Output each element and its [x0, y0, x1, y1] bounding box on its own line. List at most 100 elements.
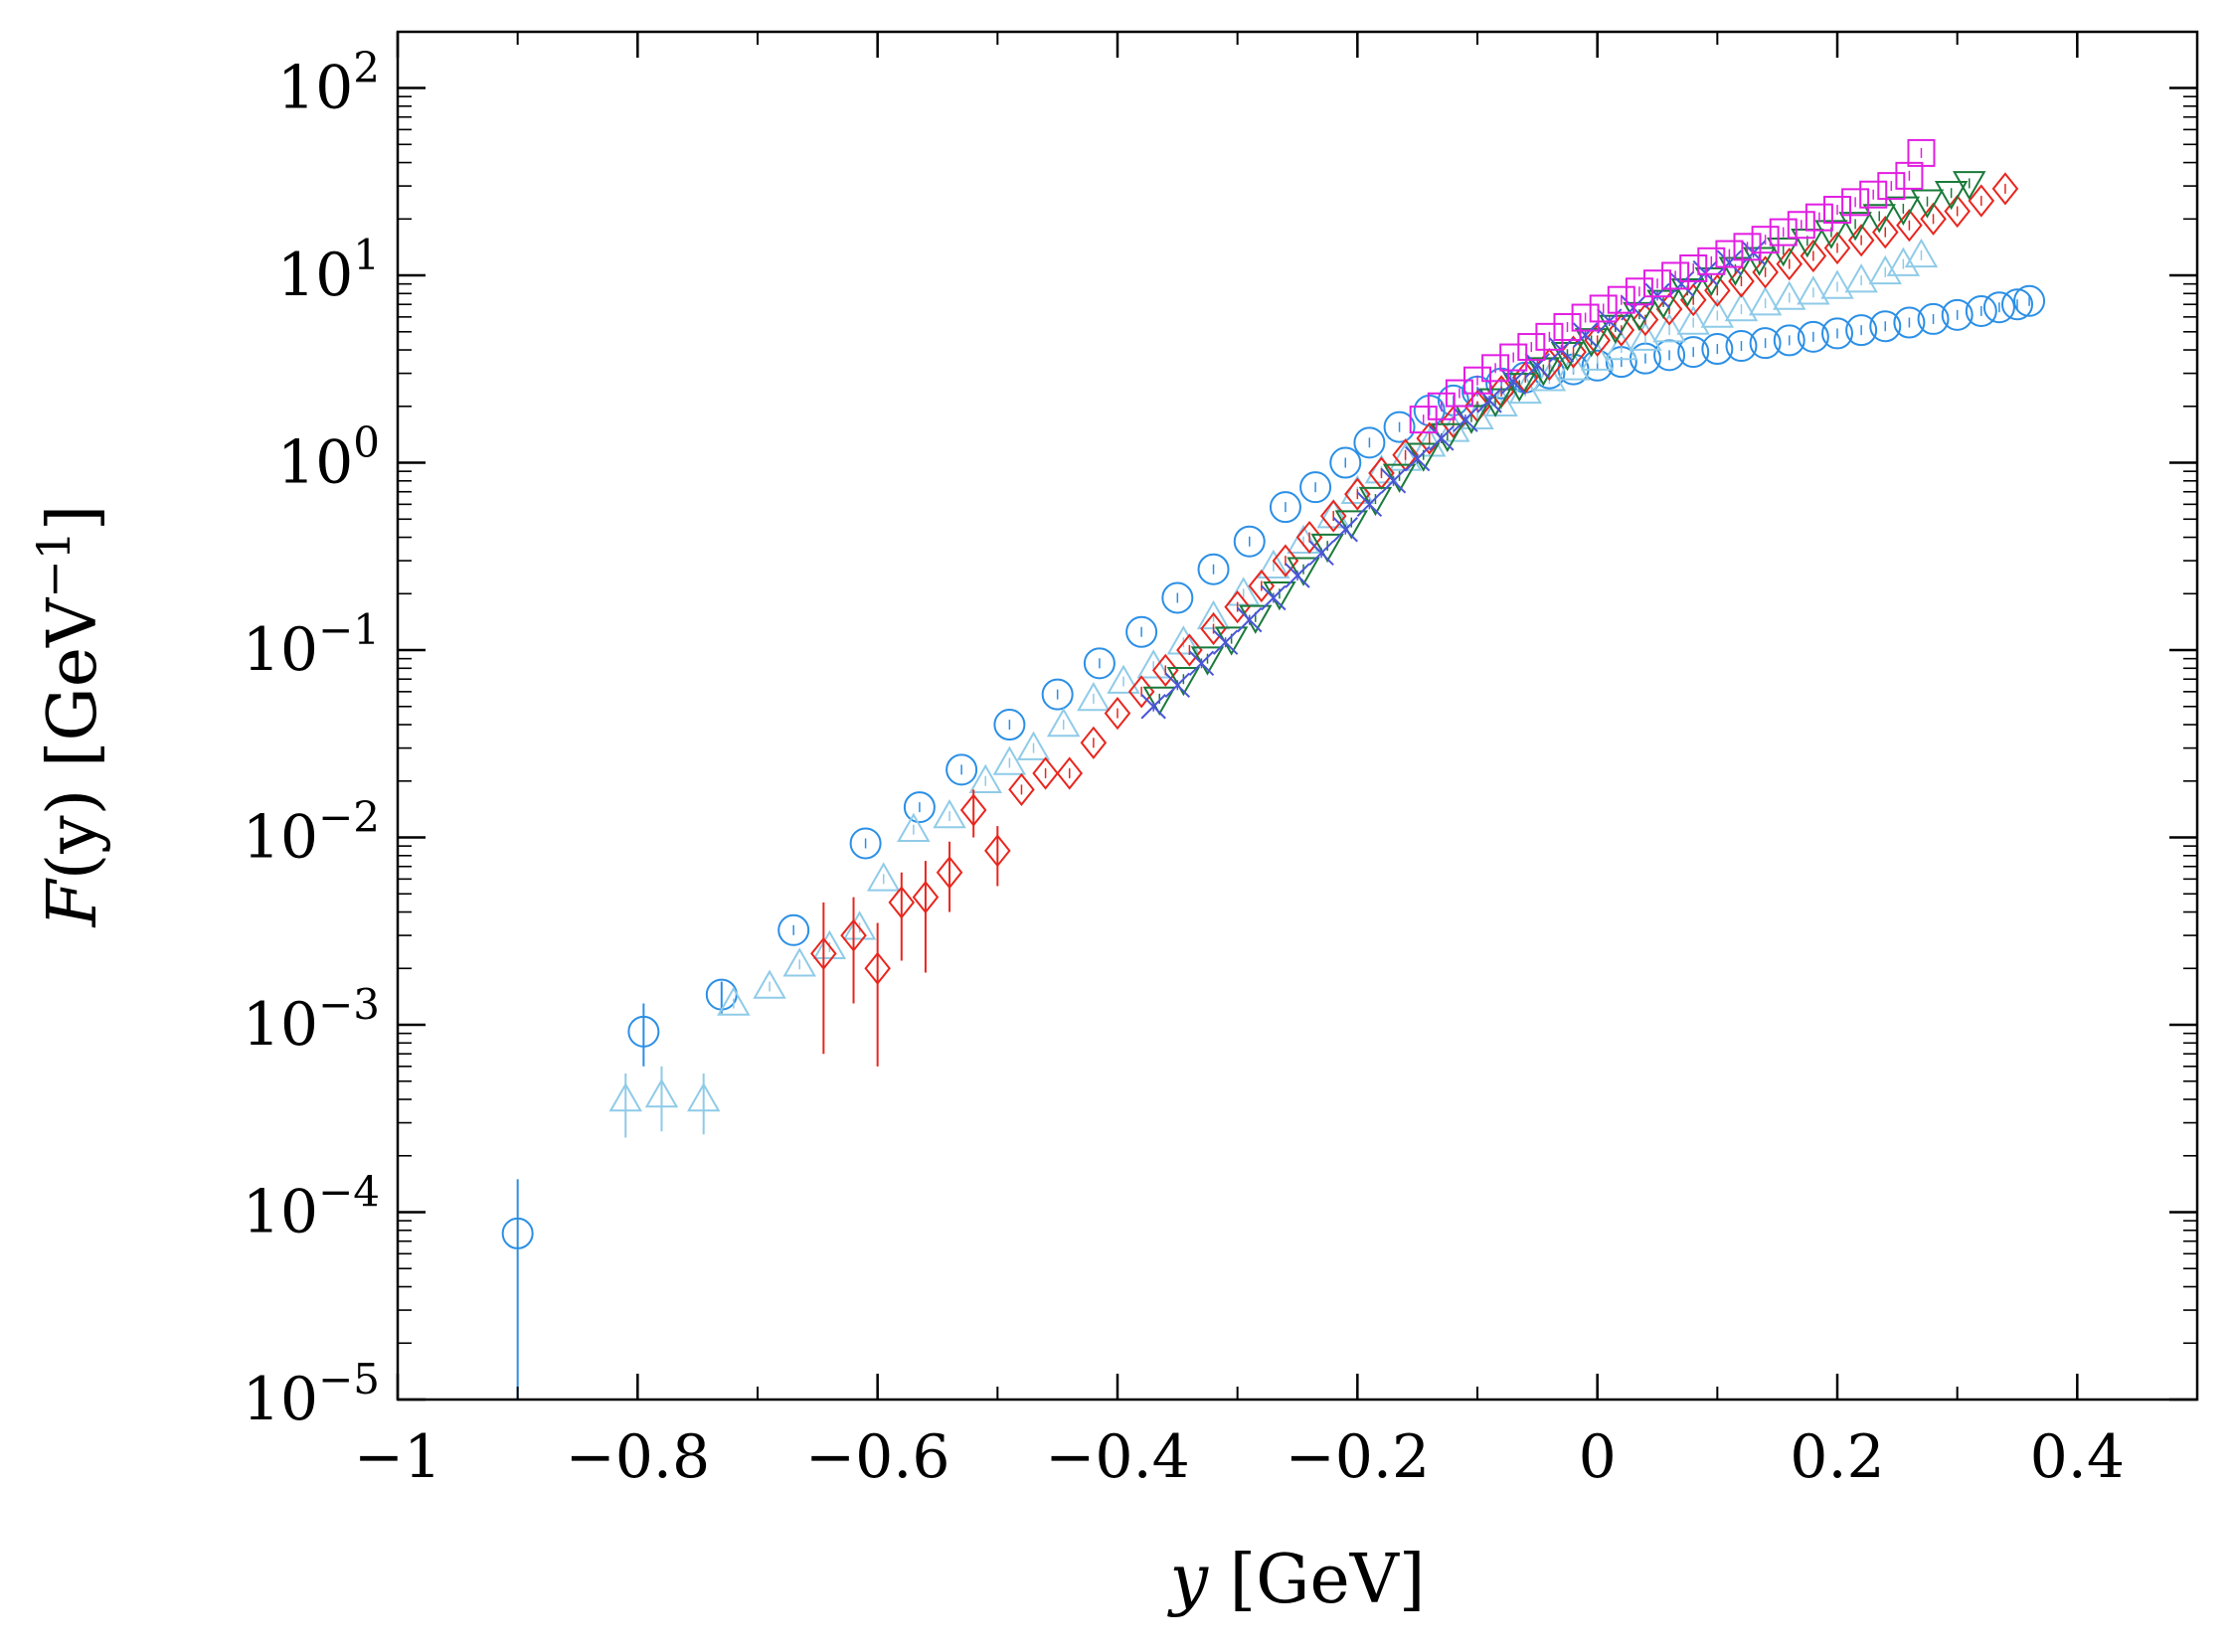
marker-triangle-up: [897, 812, 931, 842]
marker-diamond: [1176, 633, 1203, 667]
marker-circle: [1821, 317, 1853, 350]
y-axis-unit-close: ]: [34, 505, 112, 532]
marker-circle: [1125, 615, 1158, 648]
marker-square: [1499, 343, 1528, 372]
marker-triangle-up: [1107, 664, 1140, 694]
marker-circle: [1845, 314, 1878, 347]
marker-triangle-down: [1766, 238, 1801, 267]
marker-cross: [1140, 694, 1166, 720]
marker-triangle-up: [1844, 263, 1878, 293]
marker-circle: [993, 709, 1026, 742]
marker-circle: [1917, 302, 1950, 335]
y-tick-label-base: 10: [243, 1365, 318, 1434]
marker-cross: [1524, 353, 1551, 379]
marker-circle: [1701, 333, 1734, 366]
marker-triangle-down: [1502, 373, 1536, 403]
y-tick-label: 10−5: [243, 1355, 380, 1434]
marker-cross: [1572, 322, 1599, 348]
y-tick-label: 10−3: [243, 980, 380, 1060]
marker-circle: [1941, 298, 1974, 331]
marker-square: [1733, 233, 1762, 261]
x-tick-label: 0.2: [1790, 1422, 1884, 1492]
y-tick-label-exp: −2: [318, 793, 380, 842]
marker-triangle-up: [753, 969, 786, 999]
marker-cross: [1237, 606, 1263, 633]
marker-triangle-down: [1934, 180, 1969, 211]
x-tick-label: −0.8: [565, 1422, 710, 1492]
marker-triangle-up: [933, 799, 966, 829]
marker-triangle-down: [1910, 189, 1945, 219]
marker-circle: [1773, 324, 1805, 357]
marker-triangle-up: [1886, 247, 1921, 276]
marker-triangle-up: [717, 986, 751, 1016]
marker-diamond: [1704, 273, 1731, 307]
marker-diamond: [1752, 255, 1779, 289]
marker-triangle-up: [644, 1078, 679, 1108]
marker-circle: [1869, 310, 1902, 343]
y-tick-label-base: 10: [277, 241, 353, 310]
x-axis-title: y [GeV]: [1167, 1541, 1426, 1619]
marker-circle: [1725, 330, 1758, 363]
marker-triangle-up: [1629, 321, 1662, 351]
marker-triangle-up: [1226, 577, 1261, 606]
marker-triangle-up: [1676, 305, 1710, 335]
marker-diamond: [1032, 756, 1059, 790]
marker-triangle-down: [1862, 204, 1896, 234]
y-tick-label-base: 10: [243, 803, 318, 873]
axes: −1 −0.8 −0.6 −0.4 −0.2 0 0.2 0.410−510−410−310−…: [243, 32, 2198, 1492]
y-tick-label-exp: 0: [353, 418, 380, 467]
x-tick-label: −0.6: [805, 1422, 950, 1492]
marker-cross: [1716, 249, 1743, 275]
marker-cross: [1285, 563, 1310, 588]
y-tick-label-exp: −1: [318, 605, 380, 654]
marker-square: [1877, 172, 1906, 201]
marker-cross: [1261, 584, 1287, 611]
marker-diamond: [1584, 323, 1611, 358]
marker-triangle-down: [1142, 686, 1176, 716]
marker-square: [1907, 138, 1936, 167]
marker-triangle-up: [1136, 649, 1170, 679]
marker-diamond: [1056, 756, 1084, 790]
marker-diamond: [1440, 405, 1467, 439]
marker-circle: [1353, 426, 1386, 459]
marker-square: [1787, 211, 1815, 240]
marker-triangle-down: [1358, 486, 1393, 517]
y-axis-unit-exp: −1: [27, 531, 81, 598]
marker-triangle-up: [1077, 681, 1111, 712]
marker-cross: [1500, 369, 1526, 395]
marker-triangle-up: [1508, 374, 1542, 405]
marker-diamond: [1080, 726, 1108, 759]
x-axis-unit: [GeV]: [1230, 1541, 1426, 1619]
marker-triangle-up: [1724, 292, 1759, 322]
marker-circle: [1083, 647, 1116, 680]
marker-circle: [1677, 336, 1710, 369]
y-axis-unit: [GeV: [34, 596, 112, 767]
marker-circle: [2001, 288, 2033, 321]
y-tick-label-exp: 1: [353, 231, 380, 279]
marker-diamond: [1511, 361, 1539, 395]
y-tick-label: 101: [277, 231, 380, 310]
marker-cross: [1429, 425, 1455, 451]
marker-diamond: [1776, 247, 1804, 281]
marker-square: [1553, 313, 1582, 342]
y-tick-label-exp: 2: [353, 44, 380, 92]
x-tick-label: −0.2: [1285, 1422, 1430, 1492]
marker-circle: [1893, 306, 1926, 339]
marker-cross: [1380, 468, 1407, 494]
marker-triangle-down: [1310, 533, 1344, 564]
marker-circle: [1965, 294, 1997, 327]
marker-square: [1535, 322, 1564, 351]
marker-square: [1859, 180, 1888, 209]
marker-diamond: [1679, 283, 1707, 317]
y-tick-label: 10−1: [243, 605, 380, 685]
marker-diamond: [888, 886, 916, 919]
marker-square: [1751, 226, 1780, 254]
marker-triangle-up: [1820, 269, 1854, 299]
marker-square: [1769, 218, 1798, 247]
y-axis-func: F: [34, 877, 112, 928]
y-tick-label: 10−2: [243, 793, 380, 873]
y-tick-label: 10−4: [243, 1168, 380, 1247]
marker-triangle-up: [1580, 341, 1615, 371]
marker-cross: [1332, 517, 1358, 543]
marker-circle: [1197, 553, 1230, 585]
